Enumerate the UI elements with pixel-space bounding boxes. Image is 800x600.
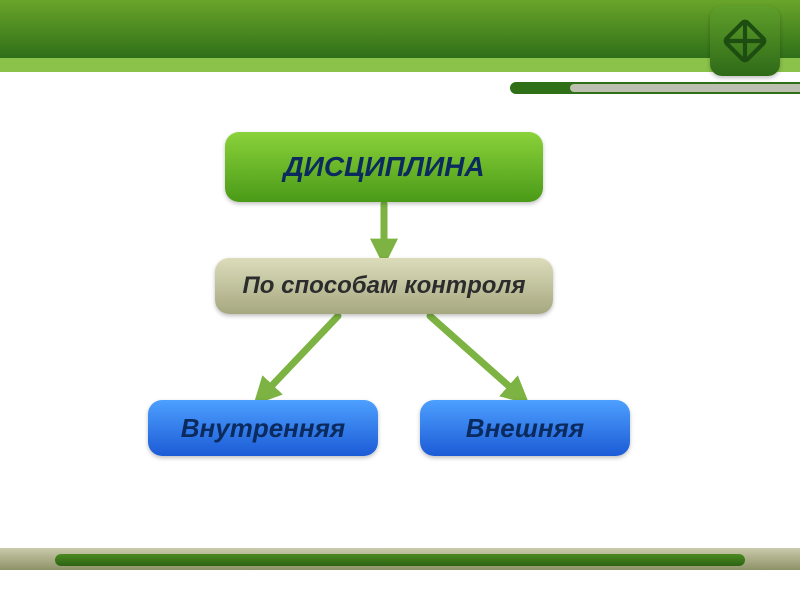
root-node-label: ДИСЦИПЛИНА: [283, 151, 484, 183]
knot-ornament-icon: [710, 6, 780, 76]
header-band: [0, 0, 800, 75]
header-top: [0, 0, 800, 58]
criterion-node: По способам контроля: [215, 258, 553, 314]
leaf-right-label: Внешняя: [466, 413, 584, 444]
leaf-right-node: Внешняя: [420, 400, 630, 456]
leaf-left-label: Внутренняя: [181, 413, 345, 444]
criterion-node-label: По способам контроля: [243, 272, 526, 300]
root-node: ДИСЦИПЛИНА: [225, 132, 543, 202]
header-sub-bar-inner: [570, 84, 800, 92]
header-stripe: [0, 58, 800, 72]
header-gap: [0, 72, 800, 77]
footer-bar-inner: [55, 554, 745, 566]
leaf-left-node: Внутренняя: [148, 400, 378, 456]
